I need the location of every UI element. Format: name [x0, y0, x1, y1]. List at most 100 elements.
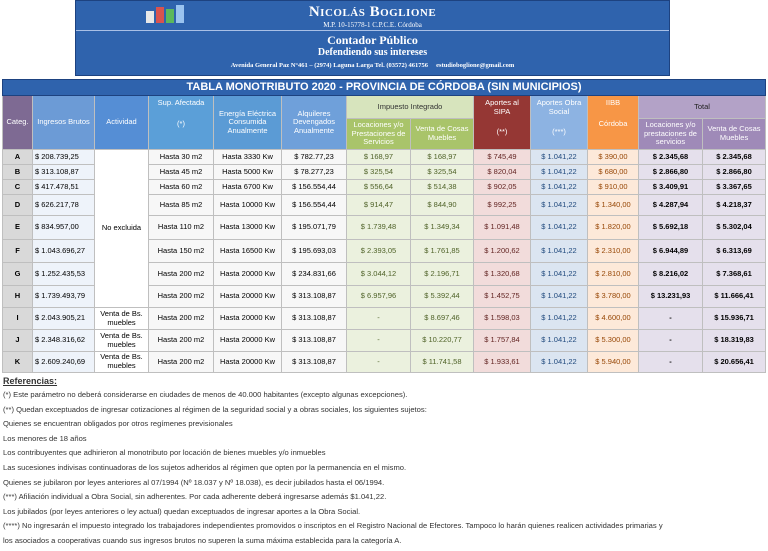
table-cell: $ 1.091,48: [473, 215, 531, 240]
table-cell: G: [2, 262, 33, 286]
header-note: (***): [552, 127, 566, 137]
table-cell: $ 782.77,23: [281, 149, 347, 165]
category-row: F $ 1.043.696,27 Hasta 150 m2 Hasta 16500 K…: [2, 239, 767, 263]
table-cell: $ 156.554,44: [281, 179, 347, 195]
table-cell: $ 11.741,58: [410, 351, 474, 373]
table-cell: $ 1.349,34: [410, 215, 474, 240]
table-cell: $ 5.300,00: [587, 329, 639, 352]
header-label: Aportes al SIPA: [485, 98, 519, 116]
table-cell: $ 2.866,80: [701, 164, 767, 180]
table-cell: $ 195.071,79: [281, 215, 347, 240]
table-cell: $ 5.692,18: [638, 215, 703, 240]
table-cell: $ 834.957,00: [32, 215, 95, 240]
column-header: Ingresos Brutos: [32, 95, 95, 150]
table-cell: $ 156.554,44: [281, 194, 347, 216]
subcolumn-header: Locaciones y/o prestaciones de servicios: [638, 118, 703, 150]
table-cell: $ 1.041,22: [530, 149, 588, 165]
table-cell: $ 3.780,00: [587, 285, 639, 308]
references: Referencias: (*) Este parámetro no deberá…: [3, 376, 765, 551]
table-cell: $ 168,97: [410, 149, 474, 165]
table-cell: $ 514,38: [410, 179, 474, 195]
table-cell: $ 6.944,89: [638, 239, 703, 263]
table-cell: -: [638, 307, 703, 330]
table-cell: $ 10.220,77: [410, 329, 474, 352]
table-cell: F: [2, 239, 33, 263]
table-cell: B: [2, 164, 33, 180]
table-cell: -: [346, 329, 411, 352]
table-cell: J: [2, 329, 33, 352]
table-cell: $ 18.319,83: [701, 329, 767, 352]
table-cell: $ 3.409,91: [638, 179, 703, 195]
table-cell: $ 992,25: [473, 194, 531, 216]
table-cell: $ 680,00: [587, 164, 639, 180]
reference-line: (*) Este parámetro no deberá considerars…: [3, 390, 408, 399]
column-header: Aportes Obra Social (***): [530, 95, 588, 150]
table-cell: $ 390,00: [587, 149, 639, 165]
category-row: G $ 1.252.435,53 Hasta 200 m2 Hasta 20000 K…: [2, 262, 767, 286]
table-cell: Hasta 5000 Kw: [213, 164, 282, 180]
table-cell: $ 626.217,78: [32, 194, 95, 216]
reference-line: Los jubilados (por leyes anteriores o le…: [3, 506, 361, 516]
table-cell: -: [638, 351, 703, 373]
table-cell: $ 1.041,22: [530, 179, 588, 195]
category-row: J $ 2.348.316,62 Venta de Bs. muebles Hasta…: [2, 329, 767, 352]
table-cell: $ 902,05: [473, 179, 531, 195]
table-cell: $ 3.367,65: [701, 179, 767, 195]
subcolumn-header: Locaciones y/o Prestaciones de Servicios: [346, 118, 411, 150]
table-cell: H: [2, 285, 33, 308]
reference-line: Quienes se encuentran obligados por otro…: [3, 419, 233, 429]
reference-line: Los menores de 18 años: [3, 433, 87, 443]
profession: Contador Público: [327, 33, 418, 47]
table-cell: $ 1.041,22: [530, 239, 588, 263]
title-row: TABLA MONOTRIBUTO 2020 - PROVINCIA DE CÓ…: [1, 79, 767, 96]
column-group-header: Impuesto Integrado: [346, 95, 474, 119]
table-cell: $ 914,47: [346, 194, 411, 216]
table-cell: $ 13.231,93: [638, 285, 703, 308]
table-cell: $ 910,00: [587, 179, 639, 195]
table-cell: Hasta 200 m2: [148, 262, 214, 286]
reference-line: (**) Quedan exceptuados de ingresar coti…: [3, 404, 427, 414]
reference-line: Quienes se jubilaron por leyes anteriore…: [3, 477, 385, 487]
table-cell: Hasta 200 m2: [148, 351, 214, 373]
table-cell: -: [346, 351, 411, 373]
table-cell: $ 1.041,22: [530, 351, 588, 373]
category-row: C $ 417.478,51 Hasta 60 m2 Hasta 6700 Kw $ 1…: [2, 179, 767, 195]
table-cell: $ 745,49: [473, 149, 531, 165]
table-cell: $ 417.478,51: [32, 179, 95, 195]
table-cell: $ 1.041,22: [530, 215, 588, 240]
table-cell: $ 1.320,68: [473, 262, 531, 286]
column-header: Actividad: [94, 95, 149, 150]
table-cell: -: [346, 307, 411, 330]
table-cell: $ 1.041,22: [530, 194, 588, 216]
firm-name: Nicolás Boglione: [308, 4, 437, 20]
table-cell: $ 2.609.240,69: [32, 351, 95, 373]
header-row: Categ. Ingresos Brutos Actividad Sup. Afect…: [2, 95, 767, 150]
table-cell: $ 1.820,00: [587, 215, 639, 240]
subcolumn-header: Venta de Cosas Muebles: [410, 118, 474, 150]
table-cell: Hasta 6700 Kw: [213, 179, 282, 195]
table-cell: $ 2.196,71: [410, 262, 474, 286]
table-cell: Hasta 20000 Kw: [213, 329, 282, 352]
table-cell: Hasta 20000 Kw: [213, 307, 282, 330]
table-cell: $ 820,04: [473, 164, 531, 180]
table-cell: $ 168,97: [346, 149, 411, 165]
table-cell: Hasta 60 m2: [148, 179, 214, 195]
table-cell: $ 1.043.696,27: [32, 239, 95, 263]
column-header: IIBB Córdoba: [587, 95, 639, 150]
table-cell: $ 1.598,03: [473, 307, 531, 330]
registration: M.P. 10-15778-1 C.P.C.E. Córdoba: [323, 21, 422, 29]
column-header: Categ.: [2, 95, 33, 150]
activity: No excluida: [94, 149, 149, 308]
table-cell: $ 7.368,61: [701, 262, 767, 286]
header-label: Aportes Obra Social: [536, 98, 582, 116]
table-cell: E: [2, 215, 33, 240]
category-row: D $ 626.217,78 Hasta 85 m2 Hasta 10000 Kw $ …: [2, 194, 767, 216]
table-cell: $ 5.302,04: [701, 215, 767, 240]
table-cell: $ 313.108,87: [281, 285, 347, 308]
monotributo-table: TABLA MONOTRIBUTO 2020 - PROVINCIA DE CÓ…: [1, 79, 767, 373]
header-note: (**): [496, 127, 508, 137]
table-cell: Hasta 20000 Kw: [213, 351, 282, 373]
category-row: H $ 1.739.493,79 Hasta 200 m2 Hasta 20000 K…: [2, 285, 767, 308]
table-cell: -: [638, 329, 703, 352]
